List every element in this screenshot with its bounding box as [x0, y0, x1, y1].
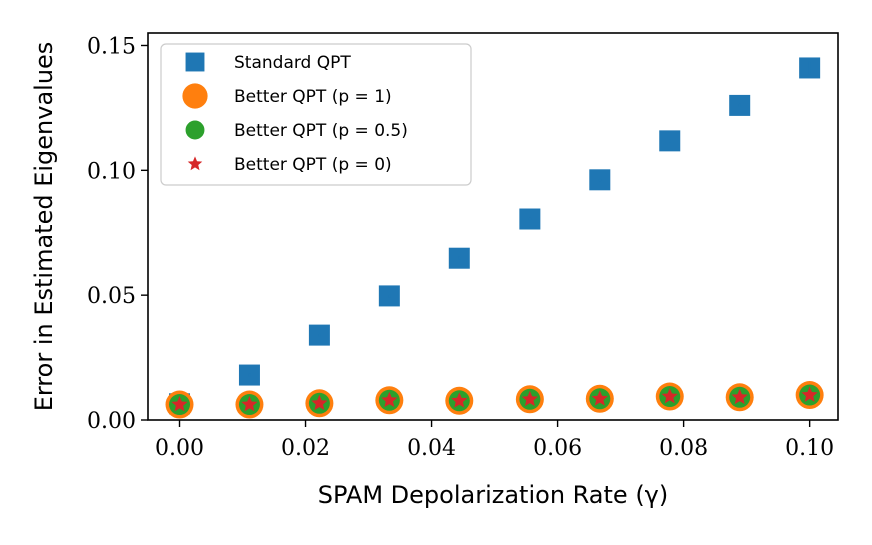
point-series-3-8: [731, 388, 748, 405]
x-tick-label: 0.02: [281, 436, 330, 461]
legend-marker-1: [182, 83, 208, 109]
legend: Standard QPT Better QPT (p = 1) Better QPT…: [160, 43, 472, 186]
point-series-3-9: [801, 386, 818, 402]
x-tick-label: 0.00: [155, 436, 204, 461]
x-tick-label: 0.04: [407, 436, 456, 461]
point-series-3-0: [171, 396, 188, 412]
y-tick-label: 0.05: [87, 284, 136, 309]
legend-box: [160, 43, 472, 186]
chart-axes: 0.00 0.02 0.04 0.06 0.08 0.10 0.00 0.05 0.10 0.15: [87, 32, 839, 461]
y-axis-label: Error in Estimated Eigenvalues: [30, 42, 58, 412]
y-tick-label: 0.10: [87, 159, 136, 184]
point-series-3-2: [311, 394, 328, 411]
y-tick-label: 0.00: [87, 409, 136, 434]
point-series-3-6: [591, 390, 608, 406]
legend-label: Standard QPT: [234, 53, 351, 73]
point-series-3-3: [381, 391, 398, 408]
x-tick-label: 0.06: [533, 436, 582, 461]
point-series-3-4: [451, 392, 468, 408]
point-series-3-5: [521, 390, 538, 407]
legend-label: Better QPT (p = 1): [234, 87, 392, 107]
legend-marker-2: [185, 120, 205, 140]
point-series-3-7: [661, 388, 678, 404]
x-axis-label: SPAM Depolarization Rate (γ): [318, 481, 669, 509]
legend-label: Better QPT (p = 0.5): [234, 121, 408, 141]
y-tick-label: 0.15: [87, 34, 136, 59]
point-series-3-1: [241, 396, 258, 412]
legend-marker-0: [185, 52, 205, 72]
x-tick-label: 0.10: [785, 436, 834, 461]
chart-marks: [165, 57, 824, 419]
x-tick-label: 0.08: [659, 436, 708, 461]
legend-marker-3: [187, 156, 203, 171]
legend-label: Better QPT (p = 0): [234, 155, 392, 175]
plot-frame: [147, 32, 839, 421]
